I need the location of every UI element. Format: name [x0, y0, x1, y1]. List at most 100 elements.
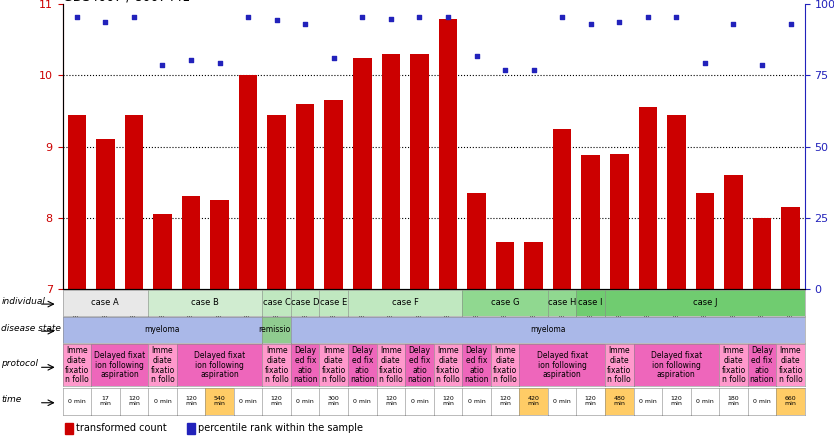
Text: 120
min: 120 min	[385, 396, 397, 406]
Point	[299, 21, 312, 28]
Bar	[696, 193, 714, 289]
Text: disease state: disease state	[1, 324, 61, 333]
Text: 420
min: 420 min	[528, 396, 540, 406]
Point	[670, 14, 683, 21]
Text: case F: case F	[392, 298, 419, 307]
Text: 120
min: 120 min	[585, 396, 596, 406]
Bar	[639, 107, 657, 289]
Text: Delay
ed fix
atio
nation: Delay ed fix atio nation	[407, 346, 432, 384]
Bar	[124, 115, 143, 289]
Bar	[724, 175, 743, 289]
Point	[527, 66, 540, 73]
Point	[413, 14, 426, 21]
Bar	[188, 424, 195, 434]
Text: Imme
diate
fixatio
n follo: Imme diate fixatio n follo	[493, 346, 517, 384]
Bar	[439, 19, 457, 289]
Bar	[268, 115, 286, 289]
Bar	[553, 129, 571, 289]
Point	[241, 14, 254, 21]
Text: time: time	[1, 396, 22, 404]
Text: Delayed fixat
ion following
aspiration: Delayed fixat ion following aspiration	[536, 351, 588, 379]
Text: Delayed fixat
ion following
aspiration: Delayed fixat ion following aspiration	[194, 351, 245, 379]
Text: Imme
diate
fixatio
n follo: Imme diate fixatio n follo	[150, 346, 174, 384]
Text: 300
min: 300 min	[328, 396, 339, 406]
Text: remission: remission	[258, 325, 295, 334]
Bar	[610, 154, 629, 289]
Point	[441, 14, 455, 21]
Text: case G: case G	[490, 298, 520, 307]
Point	[70, 14, 83, 21]
Text: Imme
diate
fixatio
n follo: Imme diate fixatio n follo	[264, 346, 289, 384]
Point	[98, 19, 112, 26]
Bar	[382, 54, 400, 289]
Text: 120
min: 120 min	[499, 396, 511, 406]
Text: GDS4007 / 8007441: GDS4007 / 8007441	[63, 0, 189, 3]
Point	[184, 56, 198, 63]
Text: Imme
diate
fixatio
n follo: Imme diate fixatio n follo	[778, 346, 802, 384]
Text: myeloma: myeloma	[530, 325, 565, 334]
Point	[128, 14, 141, 21]
Bar	[581, 155, 600, 289]
Point	[270, 16, 284, 24]
Text: case C: case C	[263, 298, 290, 307]
Point	[355, 14, 369, 21]
Text: Delayed fixat
ion following
aspiration: Delayed fixat ion following aspiration	[94, 351, 145, 379]
Text: individual: individual	[1, 297, 45, 306]
Text: 17
min: 17 min	[99, 396, 111, 406]
Text: protocol: protocol	[1, 359, 38, 368]
Text: Delay
ed fix
atio
nation: Delay ed fix atio nation	[750, 346, 774, 384]
Point	[499, 66, 512, 73]
Text: Imme
diate
fixatio
n follo: Imme diate fixatio n follo	[322, 346, 346, 384]
Bar	[65, 424, 73, 434]
Bar	[781, 207, 800, 289]
Text: case J: case J	[693, 298, 717, 307]
Text: Delay
ed fix
atio
nation: Delay ed fix atio nation	[293, 346, 318, 384]
Text: Delay
ed fix
atio
nation: Delay ed fix atio nation	[465, 346, 489, 384]
Bar	[495, 242, 515, 289]
Point	[555, 14, 569, 21]
Text: 120
min: 120 min	[671, 396, 682, 406]
Text: Imme
diate
fixatio
n follo: Imme diate fixatio n follo	[436, 346, 460, 384]
Text: Imme
diate
fixatio
n follo: Imme diate fixatio n follo	[379, 346, 403, 384]
Point	[384, 15, 398, 22]
Bar	[667, 115, 686, 289]
Text: 0 min: 0 min	[410, 399, 429, 404]
Point	[470, 52, 483, 59]
Point	[327, 54, 340, 61]
Text: case H: case H	[548, 298, 576, 307]
Text: 0 min: 0 min	[296, 399, 314, 404]
Text: 0 min: 0 min	[696, 399, 714, 404]
Text: 0 min: 0 min	[639, 399, 656, 404]
Text: Delay
ed fix
atio
nation: Delay ed fix atio nation	[350, 346, 374, 384]
Bar	[68, 115, 86, 289]
Text: case B: case B	[191, 298, 219, 307]
Text: 180
min: 180 min	[727, 396, 740, 406]
Point	[698, 59, 711, 66]
Text: 120
min: 120 min	[271, 396, 283, 406]
Bar	[296, 104, 314, 289]
Bar	[324, 100, 343, 289]
Text: percentile rank within the sample: percentile rank within the sample	[198, 423, 364, 433]
Point	[213, 59, 226, 66]
Text: Delayed fixat
ion following
aspiration: Delayed fixat ion following aspiration	[651, 351, 702, 379]
Bar	[153, 214, 172, 289]
Text: Imme
diate
fixatio
n follo: Imme diate fixatio n follo	[721, 346, 746, 384]
Point	[156, 61, 169, 68]
Text: 120
min: 120 min	[442, 396, 454, 406]
Point	[784, 21, 797, 28]
Bar	[210, 200, 229, 289]
Text: case E: case E	[320, 298, 348, 307]
Text: Imme
diate
fixatio
n follo: Imme diate fixatio n follo	[607, 346, 631, 384]
Bar	[467, 193, 485, 289]
Text: myeloma: myeloma	[145, 325, 180, 334]
Bar	[239, 75, 258, 289]
Bar	[182, 196, 200, 289]
Text: Imme
diate
fixatio
n follo: Imme diate fixatio n follo	[65, 346, 89, 384]
Bar	[96, 139, 114, 289]
Point	[612, 19, 626, 26]
Point	[756, 61, 769, 68]
Text: 120
min: 120 min	[128, 396, 140, 406]
Point	[641, 14, 655, 21]
Bar	[410, 54, 429, 289]
Text: 0 min: 0 min	[153, 399, 171, 404]
